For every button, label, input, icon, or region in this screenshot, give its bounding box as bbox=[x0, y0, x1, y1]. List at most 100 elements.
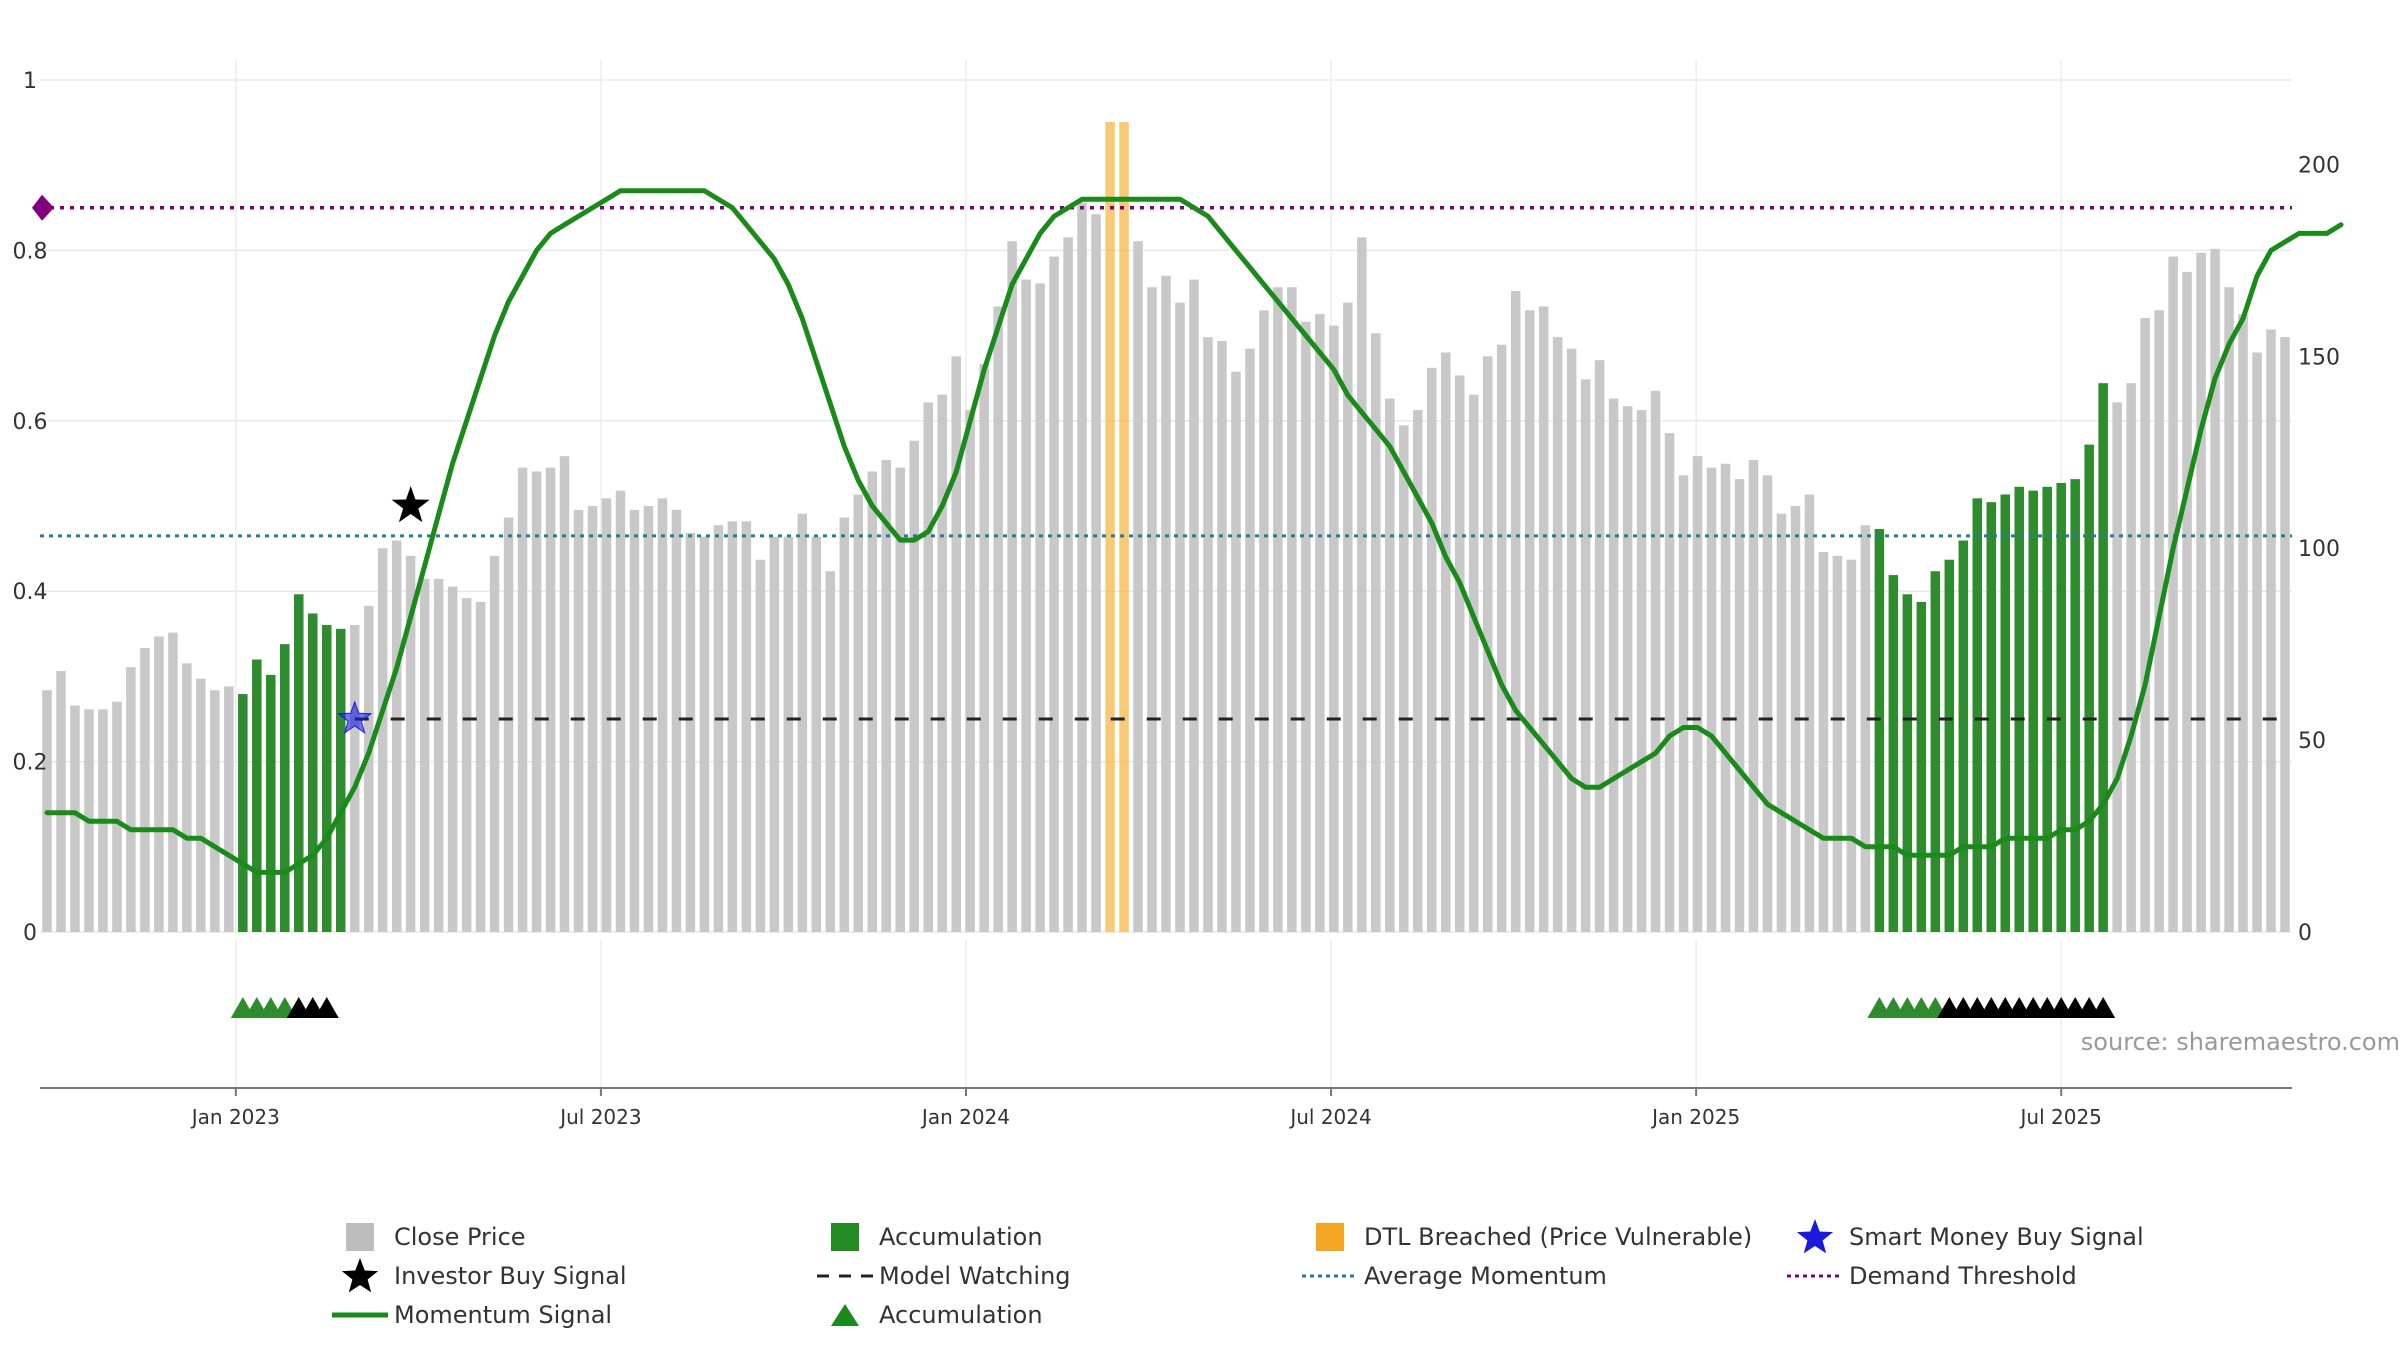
close-price-bar bbox=[70, 705, 80, 932]
close-price-bar bbox=[629, 509, 640, 932]
close-price-bar bbox=[1510, 291, 1521, 933]
close-price-bar bbox=[1622, 406, 1633, 933]
close-price-bar bbox=[210, 690, 220, 932]
close-price-bar bbox=[1706, 467, 1717, 932]
close-price-bar bbox=[1133, 241, 1143, 932]
accumulation-bar bbox=[2028, 490, 2038, 932]
close-price-bar bbox=[1678, 475, 1689, 932]
close-price-bar bbox=[1161, 275, 1171, 932]
close-price-bar bbox=[713, 525, 724, 932]
close-price-bar bbox=[2140, 317, 2150, 933]
close-price-bar bbox=[867, 471, 878, 932]
accumulation-bar bbox=[2098, 383, 2108, 932]
source-label: source: sharemaestro.com bbox=[2081, 1028, 2400, 1056]
close-price-bar bbox=[1147, 287, 1157, 932]
close-price-bar bbox=[2224, 287, 2234, 932]
close-price-bar bbox=[475, 601, 486, 932]
accumulation-bar bbox=[1902, 594, 1913, 932]
axes: Jan 2023 Jul 2023 Jan 2024 Jul 2024 Jan 2025… bbox=[13, 69, 2341, 1129]
close-price-bar bbox=[1343, 302, 1353, 932]
accumulation-bar bbox=[1888, 575, 1899, 932]
close-price-bar bbox=[1231, 371, 1241, 933]
reference-lines bbox=[32, 194, 2292, 721]
close-price-bar bbox=[2280, 337, 2290, 932]
right-tick-label: 100 bbox=[2298, 537, 2340, 562]
close-price-bar bbox=[657, 498, 668, 932]
close-price-bar bbox=[1860, 525, 1871, 932]
accumulation-marker-panel bbox=[230, 997, 2116, 1018]
right-tick-label: 150 bbox=[2298, 345, 2340, 370]
close-price-bar bbox=[755, 559, 766, 932]
close-price-bar bbox=[1301, 321, 1311, 932]
close-price-bar bbox=[2210, 248, 2220, 932]
accumulation-bar bbox=[1972, 498, 1983, 932]
close-price-bar bbox=[1007, 241, 1017, 932]
close-price-bar bbox=[1175, 302, 1185, 932]
x-tick-label: Jul 2025 bbox=[2019, 1105, 2102, 1129]
close-price-bar bbox=[1021, 279, 1031, 932]
close-price-bar bbox=[1189, 279, 1199, 932]
accumulation-bar bbox=[1874, 529, 1885, 932]
accumulation-bar bbox=[1930, 571, 1941, 932]
accumulation-bar bbox=[1944, 559, 1955, 932]
close-price-bar bbox=[1692, 456, 1703, 932]
close-price-bar bbox=[1734, 479, 1745, 932]
accumulation-bar bbox=[2070, 479, 2080, 932]
close-price-bar bbox=[825, 571, 836, 932]
close-price-bar bbox=[923, 402, 933, 932]
close-price-bar bbox=[154, 636, 164, 932]
left-tick-label: 0.4 bbox=[13, 580, 48, 605]
close-price-bar bbox=[391, 540, 402, 932]
close-price-bar bbox=[1357, 237, 1367, 933]
close-price-bar bbox=[559, 456, 570, 932]
left-tick-label: 1 bbox=[23, 69, 37, 94]
accumulation-bar bbox=[321, 624, 332, 932]
close-price-bar bbox=[1245, 348, 1255, 932]
dtl-breached-bar bbox=[1105, 122, 1115, 932]
close-price-bar bbox=[461, 598, 472, 932]
close-price-bar bbox=[2112, 402, 2122, 932]
accumulation-bar bbox=[1916, 601, 1927, 932]
accumulation-bar bbox=[266, 674, 276, 932]
close-price-bar bbox=[1399, 425, 1409, 932]
close-price-bar bbox=[741, 521, 752, 932]
right-tick-label: 50 bbox=[2298, 729, 2326, 754]
close-price-bar bbox=[1427, 367, 1437, 932]
close-price-bar bbox=[1371, 333, 1381, 932]
close-price-bar bbox=[699, 536, 710, 932]
close-price-bar bbox=[1594, 360, 1605, 932]
close-price-bar bbox=[377, 548, 388, 932]
close-price-bar bbox=[1259, 310, 1269, 932]
close-price-bar bbox=[1566, 348, 1577, 932]
close-price-bar bbox=[2238, 314, 2248, 932]
x-tick-label: Jan 2023 bbox=[190, 1105, 280, 1129]
x-tick-label: Jan 2025 bbox=[1650, 1105, 1740, 1129]
close-price-bar bbox=[965, 410, 975, 932]
close-price-bar bbox=[1413, 410, 1423, 932]
accumulation-bar bbox=[1958, 540, 1969, 932]
close-price-bar bbox=[1776, 513, 1787, 932]
accumulation-bar bbox=[280, 644, 290, 932]
price-bars bbox=[42, 122, 2290, 933]
close-price-bar bbox=[1482, 356, 1493, 932]
accumulation-bar bbox=[2056, 482, 2066, 932]
right-tick-label: 200 bbox=[2298, 153, 2340, 178]
close-price-bar bbox=[2266, 329, 2276, 932]
demand-threshold-marker bbox=[32, 194, 54, 221]
close-price-bar bbox=[1454, 375, 1465, 932]
close-price-bar bbox=[363, 605, 374, 932]
close-price-bar bbox=[2168, 256, 2178, 932]
close-price-bar bbox=[2196, 252, 2206, 932]
accumulation-bar bbox=[294, 594, 304, 932]
accumulation-bar bbox=[252, 659, 262, 932]
close-price-bar bbox=[112, 701, 122, 932]
close-price-bar bbox=[1035, 283, 1045, 932]
signal-markers bbox=[337, 486, 430, 734]
accumulation-bar bbox=[2014, 486, 2024, 932]
close-price-bar bbox=[2182, 271, 2192, 932]
close-price-bar bbox=[1832, 555, 1843, 932]
close-price-bar bbox=[839, 517, 850, 932]
accumulation-bar bbox=[2000, 494, 2011, 932]
close-price-bar bbox=[419, 578, 430, 932]
